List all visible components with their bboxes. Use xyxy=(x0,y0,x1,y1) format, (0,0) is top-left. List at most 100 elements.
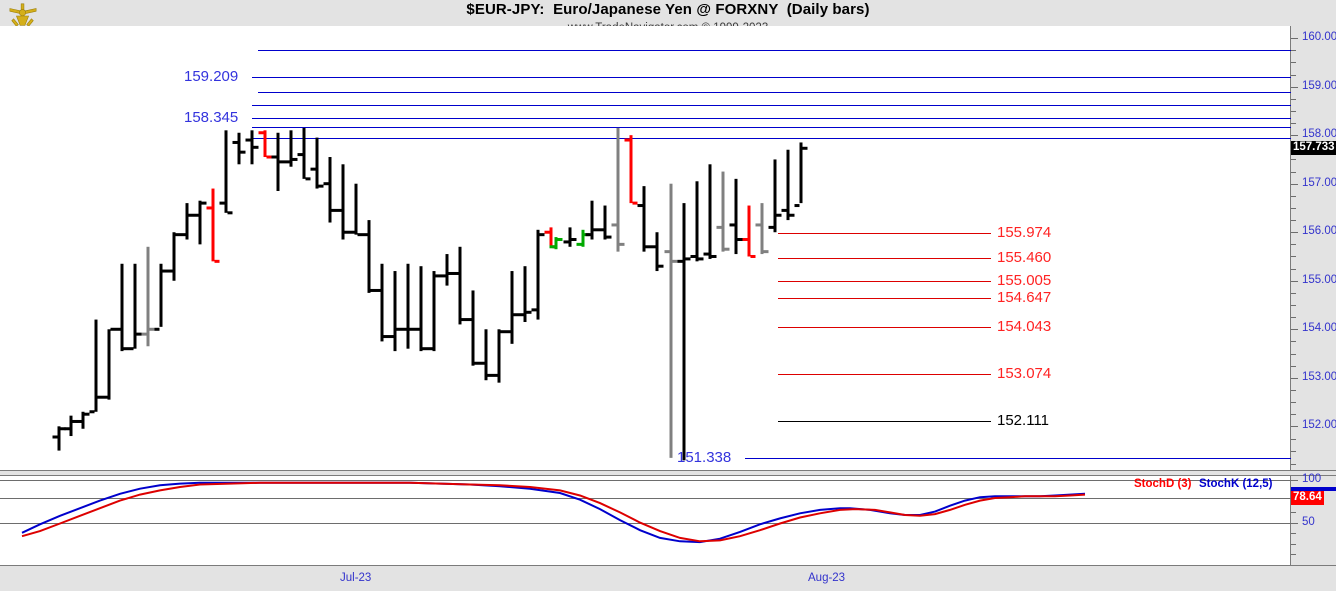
price-level-label: 158.345 xyxy=(184,109,239,127)
price-level-line[interactable] xyxy=(778,233,991,235)
price-axis-minor-tick xyxy=(1291,365,1296,367)
price-axis-tick xyxy=(1291,183,1298,185)
ohlc-bar xyxy=(664,183,678,458)
price-axis-minor-tick xyxy=(1291,50,1296,52)
ohlc-bar xyxy=(755,203,769,255)
price-level-line[interactable] xyxy=(252,118,1291,120)
price-level-line[interactable] xyxy=(778,374,991,376)
ohlc-bar xyxy=(716,171,730,252)
stochastic-gridline xyxy=(0,480,1291,482)
stochastic-axis-minor-tick xyxy=(1291,543,1296,545)
stochastic-axis-minor-tick xyxy=(1291,554,1296,556)
price-level-line[interactable] xyxy=(252,126,1291,128)
price-level-line[interactable] xyxy=(252,137,1291,139)
price-chart-panel[interactable]: 159.758159.209158.618158.345157.942155.9… xyxy=(0,26,1336,497)
ohlc-bar xyxy=(531,229,545,320)
price-level-line[interactable] xyxy=(252,76,1291,78)
price-axis-tick xyxy=(1291,377,1298,379)
price-axis-label: 155.000 xyxy=(1302,273,1336,286)
price-axis-minor-tick xyxy=(1291,353,1296,355)
price-level-line[interactable] xyxy=(745,458,1291,460)
panel-divider xyxy=(0,470,1336,476)
ohlc-bar xyxy=(362,220,376,293)
date-axis[interactable]: Jul-23 Aug-23 xyxy=(0,565,1336,591)
price-axis-minor-tick xyxy=(1291,171,1296,173)
ohlc-bar xyxy=(414,266,428,352)
ohlc-bar xyxy=(585,200,599,240)
ohlc-bar xyxy=(492,329,506,383)
ohlc-bar xyxy=(167,232,181,281)
price-axis-minor-tick xyxy=(1291,74,1296,76)
ohlc-bar xyxy=(154,263,168,331)
price-level-label: 154.043 xyxy=(997,318,1052,336)
stochastic-axis-minor-tick xyxy=(1291,522,1296,524)
ohlc-bar xyxy=(102,327,116,400)
price-level-line[interactable] xyxy=(778,258,991,260)
price-axis-label: 154.000 xyxy=(1302,322,1336,335)
ohlc-bar xyxy=(310,137,324,189)
ohlc-bar xyxy=(52,426,66,451)
stochastic-axis-minor-tick xyxy=(1291,480,1296,482)
price-level-line[interactable] xyxy=(258,49,1291,51)
stochastic-gridline xyxy=(0,522,1291,524)
ohlc-bar xyxy=(650,232,664,272)
price-level-line[interactable] xyxy=(252,105,1291,107)
stochastic-series-line xyxy=(21,481,1086,544)
price-axis-tick xyxy=(1291,86,1298,88)
ohlc-bar xyxy=(128,263,142,351)
stochastic-lines xyxy=(21,481,1086,544)
ohlc-bar xyxy=(375,263,389,342)
ohlc-bar xyxy=(64,415,78,437)
chart-header: $EUR-JPY: Euro/Japanese Yen @ FORXNY (Da… xyxy=(0,0,1336,34)
stochastic-axis-label: 50 xyxy=(1302,515,1315,528)
price-axis-tick xyxy=(1291,135,1298,137)
ohlc-bars xyxy=(52,127,808,461)
stochastic-tag-cap xyxy=(1291,487,1336,492)
ohlc-bar xyxy=(794,142,808,208)
ohlc-bar xyxy=(193,200,207,245)
stochastic-value-tag: 78.64 xyxy=(1291,491,1324,506)
price-axis-minor-tick xyxy=(1291,123,1296,125)
ohlc-bar xyxy=(518,266,532,322)
ohlc-bar xyxy=(232,132,246,165)
ohlc-bar xyxy=(677,203,691,461)
price-axis-label: 160.000 xyxy=(1302,31,1336,44)
ohlc-bar xyxy=(598,205,612,240)
stochastic-axis[interactable]: 100 50 78.64 xyxy=(1291,473,1336,566)
ohlc-bar xyxy=(768,159,782,233)
price-axis-minor-tick xyxy=(1291,207,1296,209)
stochastic-panel[interactable]: StochD (3) StochK (12,5) xyxy=(0,476,1291,565)
legend-stochd: StochD (3) xyxy=(1134,478,1192,490)
stochastic-axis-minor-tick xyxy=(1291,533,1296,535)
price-axis-minor-tick xyxy=(1291,317,1296,319)
ohlc-bar xyxy=(206,188,220,263)
price-axis[interactable]: 160.000 159.000 158.000 157.000 156.000 155.0… xyxy=(1291,26,1336,470)
price-level-line[interactable] xyxy=(258,91,1291,93)
ohlc-bar xyxy=(427,271,441,352)
ohlc-bar xyxy=(219,130,233,215)
price-level-line[interactable] xyxy=(778,297,991,299)
price-axis-minor-tick xyxy=(1291,292,1296,294)
price-axis-minor-tick xyxy=(1291,341,1296,343)
ohlc-bar xyxy=(323,157,337,223)
stochastic-gridline xyxy=(0,498,1291,500)
price-level-line[interactable] xyxy=(778,280,991,282)
last-price-tag: 157.733 xyxy=(1291,141,1336,156)
price-level-line[interactable] xyxy=(778,420,991,422)
date-axis-label: Jul-23 xyxy=(340,572,372,584)
price-axis-label: 156.000 xyxy=(1302,225,1336,238)
price-axis-minor-tick xyxy=(1291,389,1296,391)
ohlc-bar xyxy=(549,237,563,250)
price-axis-minor-tick xyxy=(1291,110,1296,112)
price-axis-tick xyxy=(1291,329,1298,331)
price-axis-minor-tick xyxy=(1291,463,1296,465)
ohlc-bar xyxy=(690,181,704,262)
ohlc-bar xyxy=(115,263,129,352)
price-axis-minor-tick xyxy=(1291,244,1296,246)
price-level-label: 159.209 xyxy=(184,67,239,85)
price-level-line[interactable] xyxy=(778,327,991,329)
price-level-label: 155.974 xyxy=(997,224,1052,242)
ohlc-bar xyxy=(76,411,90,429)
price-axis-label: 152.000 xyxy=(1302,419,1336,432)
